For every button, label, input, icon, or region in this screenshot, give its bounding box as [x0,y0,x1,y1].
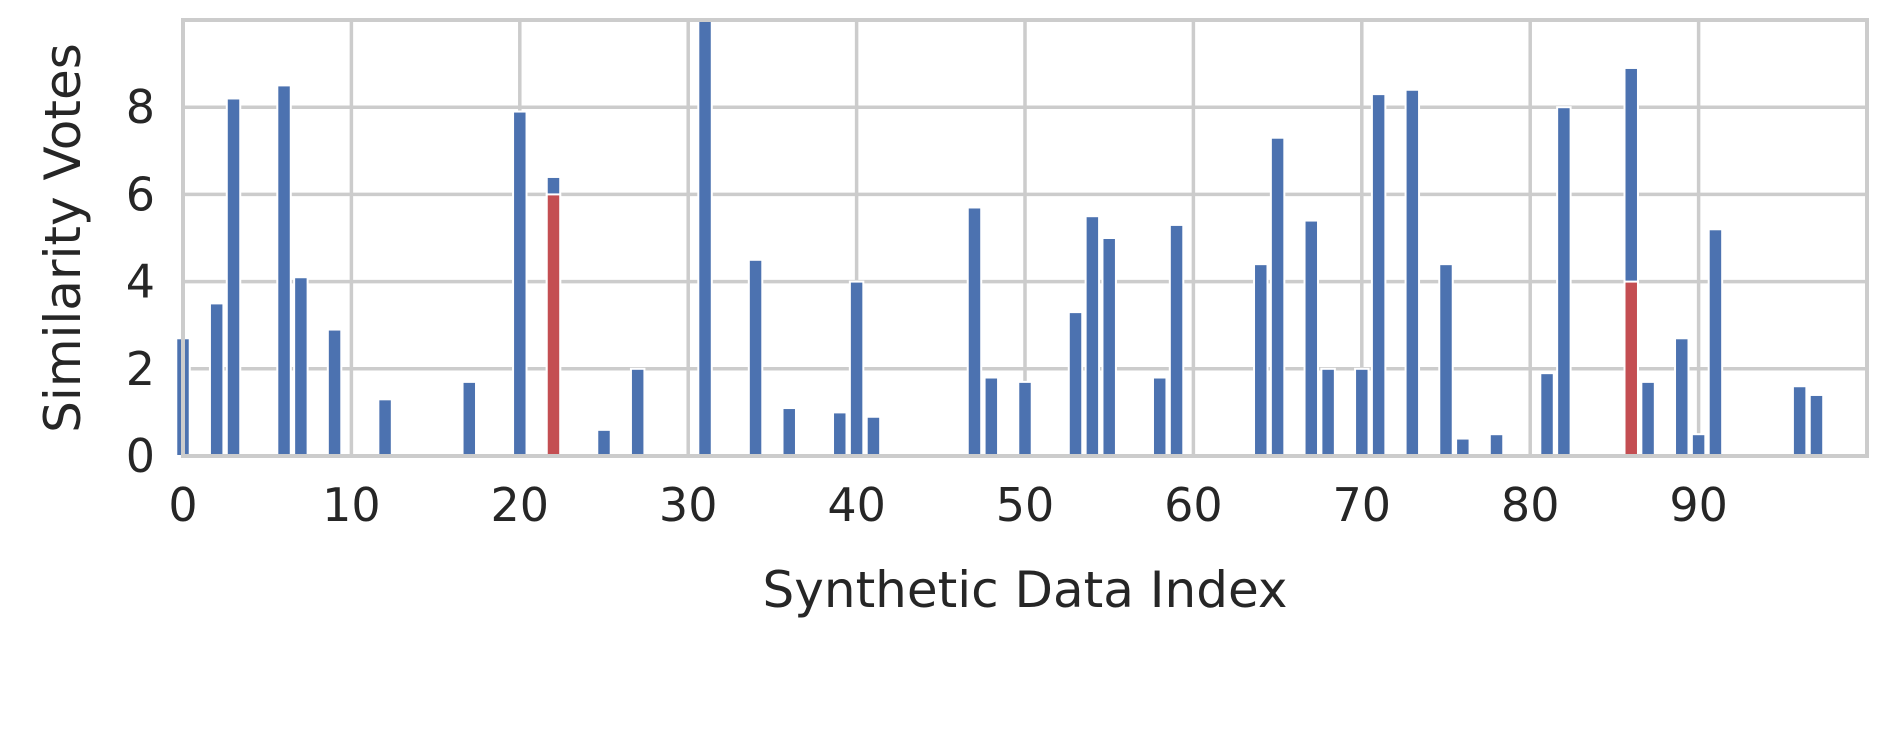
bar [848,280,865,457]
y-tick-label: 6 [126,167,155,221]
bar [1556,106,1572,457]
highlight-bar [1623,280,1639,457]
bar [1791,385,1808,457]
bar [1404,88,1421,457]
bars-layer [175,19,1825,458]
y-tick-label: 4 [126,255,155,309]
bar [1455,437,1471,457]
x-tick-label: 10 [322,478,381,532]
bar [1017,380,1033,458]
x-tick-label: 30 [659,478,718,532]
bar [697,19,713,457]
bar [1269,136,1286,457]
bar [293,276,309,457]
bar [1707,228,1724,457]
bar [276,84,292,458]
bar [208,302,225,457]
plot-border [181,18,1869,458]
bar [832,411,848,457]
tick-labels: 0 10 20 30 40 50 60 70 80 90 0 2 4 6 8 [126,80,1728,532]
bar [1067,311,1084,457]
plot-frame [181,18,1869,458]
x-tick-label: 90 [1669,478,1728,532]
y-tick-label: 2 [126,342,155,396]
x-tick-label: 0 [168,478,197,532]
x-tick-label: 40 [827,478,886,532]
bar [1168,223,1185,457]
bar [629,367,646,457]
bar [1690,433,1707,458]
bar [966,206,983,457]
bar [326,328,343,457]
x-tick-label: 70 [1333,478,1392,532]
bar [1808,393,1825,457]
y-tick-label: 0 [126,429,155,483]
bar [1370,93,1387,458]
x-tick-label: 50 [996,478,1055,532]
bar [1539,372,1555,457]
bar [1438,263,1454,457]
y-tick-label: 8 [126,80,155,134]
y-axis-label: Similarity Votes [34,43,92,433]
bar [1151,376,1168,457]
bar [1674,337,1690,457]
bar [1253,263,1269,457]
bar [512,110,528,457]
bar [1303,219,1320,457]
bar [596,428,612,457]
bar [1640,380,1656,458]
bar [781,407,797,458]
bar [225,97,242,457]
bar [1354,367,1370,457]
x-axis-label: Synthetic Data Index [763,561,1288,619]
bar [1101,237,1117,457]
highlight-bar [545,193,562,457]
bar [1488,433,1505,458]
x-tick-label: 60 [1164,478,1223,532]
bar [377,398,393,458]
bar [865,415,882,458]
bar [461,380,478,458]
bar [1084,215,1101,457]
bar [983,376,1000,457]
x-tick-label: 80 [1501,478,1560,532]
x-tick-label: 20 [491,478,550,532]
bar [1320,367,1336,457]
bar [747,258,764,457]
